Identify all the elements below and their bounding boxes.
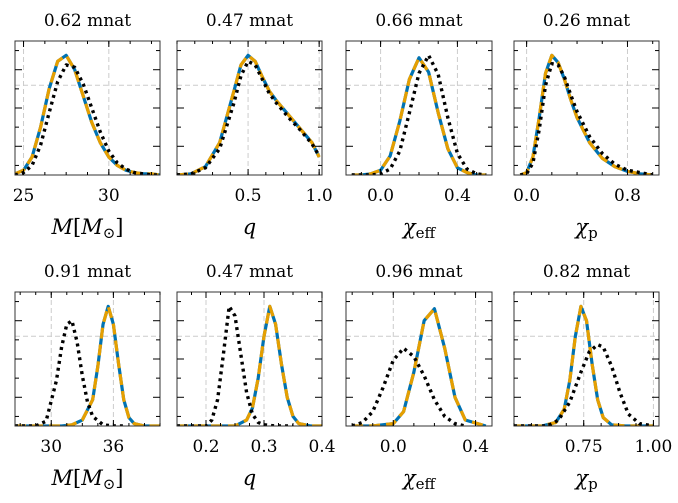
panel-title: 0.47 mnat: [206, 262, 293, 282]
x-tick-label: 0.5: [235, 186, 262, 206]
y-ticks: [15, 50, 160, 166]
panel-6: 0.47 mnat 0.2 0.3 0.4 q: [176, 262, 336, 490]
x-ticks: 0.75 1.00: [513, 292, 672, 457]
axes-frame: [176, 40, 323, 176]
y-ticks: [514, 50, 659, 166]
panel-title: 0.66 mnat: [375, 11, 462, 31]
x-axis-label: M[M⊙]: [50, 466, 123, 493]
series-line-1: [177, 304, 322, 426]
x-tick-label: 0.3: [250, 437, 277, 457]
x-ticks: 0.0 0.4: [360, 41, 478, 206]
y-ticks: [177, 301, 322, 417]
x-tick-label: 0.4: [308, 437, 335, 457]
x-tick-label: 0.2: [192, 437, 219, 457]
x-axis-label: χp: [573, 215, 597, 242]
x-tick-label: 0.0: [367, 186, 394, 206]
panel-2: 0.47 mnat 0.5 1.0 q: [176, 11, 333, 239]
x-ticks: 0.5 1.0: [176, 41, 333, 206]
gridlines: [346, 41, 492, 175]
series-line-3: [519, 62, 654, 175]
series-line-3: [351, 346, 466, 426]
x-tick-label: 0.0: [513, 186, 540, 206]
x-axis-label: q: [243, 466, 256, 490]
x-tick-label: 1.00: [634, 437, 672, 457]
panel-title: 0.26 mnat: [543, 11, 630, 31]
series-line-2: [352, 307, 487, 426]
x-tick-label: 0.4: [462, 437, 489, 457]
x-axis-label: χp: [573, 466, 597, 493]
series-group: [519, 53, 654, 175]
series-line-1: [15, 304, 160, 426]
series-line-3: [351, 53, 487, 175]
gridlines: [15, 41, 160, 175]
series-line-2: [177, 304, 322, 426]
series-group: [177, 304, 322, 426]
panel-title: 0.91 mnat: [44, 262, 131, 282]
panel-title: 0.96 mnat: [375, 262, 462, 282]
series-group: [351, 53, 487, 175]
y-ticks: [346, 301, 492, 417]
x-ticks: 0.2 0.3 0.4: [191, 292, 336, 457]
series-group: [514, 304, 654, 426]
x-axis-label: M[M⊙]: [50, 215, 123, 242]
x-tick-label: 30: [40, 437, 62, 457]
x-tick-label: 36: [103, 437, 125, 457]
axes-frame: [513, 40, 660, 176]
y-ticks: [514, 301, 659, 417]
x-tick-label: 1.0: [306, 186, 333, 206]
y-ticks: [15, 301, 160, 417]
x-axis-label: χeff: [401, 215, 437, 242]
panel-8: 0.82 mnat 0.75 1.00 χp: [513, 262, 672, 493]
panel-title: 0.47 mnat: [206, 11, 293, 31]
axes-frame: [345, 291, 493, 427]
panel-1: 0.62 mnat 25 30 M[M⊙]: [13, 11, 161, 242]
x-ticks: 30 36: [19, 292, 161, 457]
gridlines: [346, 292, 492, 426]
x-tick-label: 0.4: [444, 186, 471, 206]
x-axis-label: q: [243, 215, 256, 239]
panel-title: 0.62 mnat: [44, 11, 131, 31]
x-tick-label: 25: [13, 186, 35, 206]
x-tick-label: 0.8: [614, 186, 641, 206]
x-tick-label: 0.75: [565, 437, 603, 457]
series-line-3: [177, 59, 321, 175]
y-ticks: [177, 50, 322, 166]
panel-7: 0.96 mnat 0.0 0.4 χeff: [345, 262, 493, 493]
x-tick-label: 30: [98, 186, 120, 206]
series-group: [15, 304, 160, 426]
series-group: [15, 53, 160, 175]
x-ticks: 0.0 0.4: [351, 292, 489, 457]
panel-4: 0.26 mnat 0.0 0.8 χp: [513, 11, 660, 242]
series-line-2: [351, 56, 487, 175]
x-axis-label: χeff: [401, 466, 437, 493]
x-tick-label: 0.0: [380, 437, 407, 457]
series-line-1: [519, 53, 653, 175]
series-group: [351, 307, 487, 426]
gridlines: [177, 41, 322, 175]
panel-title: 0.82 mnat: [543, 262, 630, 282]
series-line-1: [351, 56, 487, 175]
panel-5: 0.91 mnat 30 36 M[M⊙]: [14, 262, 161, 493]
gridlines: [514, 41, 659, 175]
x-ticks: 25 30: [13, 41, 152, 206]
series-line-3: [177, 304, 293, 426]
x-ticks: 0.0 0.8: [513, 41, 654, 206]
gridlines: [15, 292, 160, 426]
series-line-1: [352, 307, 487, 426]
panel-3: 0.66 mnat 0.0 0.4 χeff: [345, 11, 493, 242]
y-ticks: [346, 50, 492, 166]
series-group: [177, 53, 321, 175]
series-line-3: [15, 63, 160, 175]
